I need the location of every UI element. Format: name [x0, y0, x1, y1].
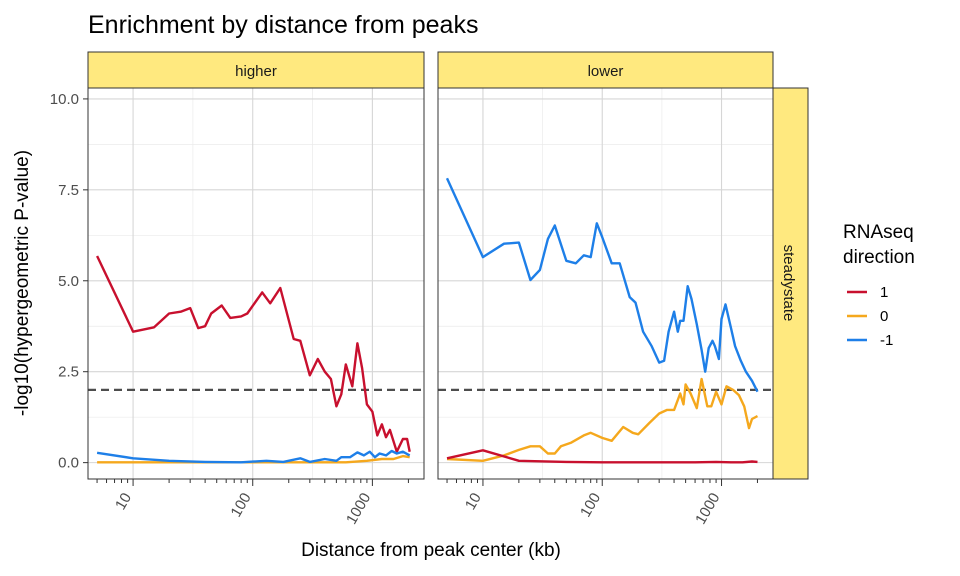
y-tick-label: 0.0 — [58, 455, 79, 472]
x-tick-label: 1000 — [343, 490, 374, 527]
row-strip — [772, 87, 809, 480]
legend-title-line-2: direction — [843, 247, 915, 268]
panel-higher: higher 10 100 1000 0.0 2.5 5.0 7.5 10.0 — [50, 51, 425, 527]
y-tick-label: 5.0 — [58, 273, 79, 290]
column-strip-label: lower — [588, 63, 624, 80]
panel-background — [88, 88, 424, 479]
x-tick-label: 10 — [112, 490, 135, 513]
panel-background — [438, 88, 773, 479]
y-tick-label: 2.5 — [58, 364, 79, 381]
series-line-0 — [446, 377, 759, 462]
x-tick-label: 100 — [227, 490, 254, 520]
legend-title-line-1: RNAseq — [843, 222, 914, 243]
row-strip-label: steadystate — [780, 245, 797, 322]
series-line-1 — [446, 449, 758, 464]
panel-lower: lower 10 100 1000 — [437, 51, 774, 527]
column-strip — [87, 51, 425, 89]
chart-title: Enrichment by distance from peaks — [88, 11, 478, 39]
x-tick-label: 1000 — [692, 490, 723, 527]
y-axis-title: -log10(hypergeometric P-value) — [12, 150, 33, 416]
y-tick-label: 10.0 — [50, 91, 79, 108]
series-line-1 — [96, 255, 411, 453]
legend-label: 1 — [880, 284, 888, 301]
x-axis-title: Distance from peak center (kb) — [301, 540, 561, 561]
x-tick-label: 10 — [462, 490, 485, 513]
legend-label: 0 — [880, 308, 888, 325]
series-line--1 — [445, 177, 759, 393]
column-strip — [437, 51, 774, 89]
panel-border — [87, 87, 425, 480]
x-tick-label: 100 — [577, 490, 604, 520]
y-tick-label: 7.5 — [58, 182, 79, 199]
legend: RNAseq direction 1 0 -1 — [843, 222, 915, 349]
column-strip-label: higher — [235, 63, 277, 80]
series-line--1 — [96, 449, 411, 464]
legend-label: -1 — [880, 332, 893, 349]
